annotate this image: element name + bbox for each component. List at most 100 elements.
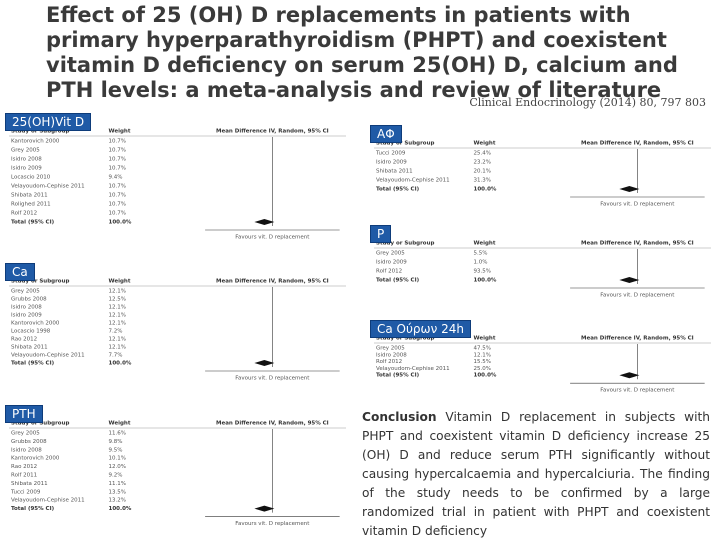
- study: Shibata 2011: [376, 169, 413, 175]
- axis-label: Favours vit. D replacement: [235, 235, 310, 241]
- study: Rolf 2012: [376, 269, 402, 275]
- study: Grey 2005: [11, 289, 40, 295]
- study: Grey 2005: [11, 431, 40, 437]
- total: Total (95% CI): [376, 187, 420, 193]
- weight: 12.1%: [109, 289, 126, 295]
- forest-plot: Study or Subgroup Weight Mean Difference I…: [370, 320, 715, 402]
- conclusion-text: Vitamin D replacement in subjects with P…: [362, 410, 710, 538]
- study: Isidro 2008: [376, 352, 407, 358]
- study: Locascio 1998: [11, 329, 51, 335]
- panel-label: Ca: [5, 263, 35, 281]
- study: Isidro 2009: [11, 313, 42, 319]
- weight: 100.0%: [474, 373, 497, 379]
- weight: 100.0%: [109, 361, 132, 367]
- forest-plot: Study or Subgroup Weight Mean Difference I…: [370, 125, 715, 220]
- weight: 9.2%: [109, 473, 123, 479]
- study: Kantorovich 2000: [11, 321, 60, 327]
- weight: 12.1%: [109, 345, 126, 351]
- study: Grey 2005: [11, 148, 40, 154]
- plot-image: Study or Subgroup Weight Mean Difference I…: [9, 129, 346, 241]
- header: Weight: [474, 141, 496, 147]
- diamond: [619, 186, 640, 192]
- header: Mean Difference IV, Random, 95% CI: [581, 336, 694, 342]
- weight: 100.0%: [474, 187, 497, 193]
- forest-plot: Study or Subgroup Weight Mean Difference I…: [5, 263, 350, 391]
- total: Total (95% CI): [11, 361, 55, 367]
- panel-label: P: [370, 225, 392, 243]
- study: Tucci 2009: [10, 489, 41, 495]
- conclusion-heading: Conclusion: [362, 410, 437, 424]
- study: Rao 2012: [11, 464, 37, 470]
- study: Rao 2012: [11, 337, 37, 343]
- study: Shibata 2011: [11, 193, 48, 199]
- header: Study or Subgroup: [376, 141, 435, 147]
- panel-label: Ca Ούρων 24h: [370, 320, 471, 338]
- header: Mean Difference IV, Random, 95% CI: [216, 279, 329, 285]
- weight: 9.8%: [109, 439, 123, 445]
- plot-image: Study or Subgroup Weight Mean Difference I…: [374, 141, 711, 208]
- header: Mean Difference IV, Random, 95% CI: [216, 129, 329, 135]
- diamond: [254, 505, 275, 512]
- weight: 23.2%: [474, 160, 491, 166]
- weight: 10.7%: [109, 166, 126, 172]
- total: Total (95% CI): [11, 220, 55, 226]
- panel-label: PTH: [5, 405, 43, 423]
- axis-label: Favours vit. D replacement: [235, 521, 310, 527]
- header: Study or Subgroup: [11, 279, 70, 285]
- weight: 93.5%: [474, 269, 491, 275]
- study: Rolighed 2011: [11, 202, 51, 208]
- weight: 12.0%: [109, 464, 126, 470]
- weight: 47.5%: [474, 346, 491, 352]
- study: Isidro 2009: [376, 160, 407, 166]
- weight: 7.7%: [109, 353, 123, 359]
- weight: 10.7%: [109, 184, 126, 190]
- study: Grey 2005: [376, 346, 405, 352]
- study: Grubbs 2008: [11, 297, 47, 303]
- header: Study or Subgroup: [376, 241, 435, 247]
- header: Mean Difference IV, Random, 95% CI: [581, 141, 694, 147]
- study: Velayoudom-Cephise 2011: [11, 184, 85, 190]
- header: Weight: [474, 336, 496, 342]
- study: Isidro 2008: [11, 447, 42, 453]
- weight: 12.1%: [109, 313, 126, 319]
- weight: 12.1%: [474, 352, 491, 358]
- conclusion: Conclusion Vitamin D replacement in subj…: [362, 408, 710, 540]
- weight: 12.5%: [109, 297, 126, 303]
- study: Grubbs 2008: [11, 439, 47, 445]
- study: Isidro 2009: [11, 166, 42, 172]
- panel-label: 25(OH)Vit D: [5, 113, 92, 131]
- header: Weight: [474, 241, 496, 247]
- diamond: [619, 372, 640, 379]
- weight: 100.0%: [474, 278, 497, 284]
- study: Velayoudom-Cephise 2011: [376, 366, 450, 372]
- study: Kantorovich 2000: [11, 139, 60, 145]
- header: Study or Subgroup: [376, 336, 435, 342]
- header: Weight: [109, 279, 131, 285]
- weight: 10.7%: [109, 157, 126, 163]
- study: Isidro 2009: [376, 260, 407, 266]
- axis-label: Favours vit. D replacement: [600, 293, 675, 299]
- weight: 12.1%: [109, 305, 126, 311]
- header: Weight: [109, 421, 131, 427]
- study: Velayoudom-Cephise 2011: [11, 353, 85, 359]
- diamond: [619, 277, 640, 283]
- header: Study or Subgroup: [11, 421, 70, 427]
- weight: 10.1%: [109, 456, 126, 462]
- weight: 12.1%: [109, 321, 126, 327]
- weight: 15.5%: [474, 359, 491, 365]
- weight: 10.7%: [109, 211, 126, 217]
- axis-label: Favours vit. D replacement: [235, 376, 310, 382]
- study: Shibata 2011: [11, 345, 48, 351]
- weight: 10.7%: [109, 148, 126, 154]
- weight: 5.5%: [474, 251, 488, 257]
- citation: Clinical Endocrinology (2014) 80, 797 80…: [469, 96, 706, 109]
- total: Total (95% CI): [11, 506, 55, 512]
- study: Velayoudom-Cephise 2011: [11, 498, 85, 504]
- weight: 100.0%: [109, 220, 132, 226]
- weight: 11.6%: [109, 431, 126, 437]
- study: Rolf 2011: [11, 473, 37, 479]
- study: Isidro 2008: [11, 305, 42, 311]
- weight: 1.0%: [474, 260, 488, 266]
- header: Mean Difference IV, Random, 95% CI: [216, 421, 329, 427]
